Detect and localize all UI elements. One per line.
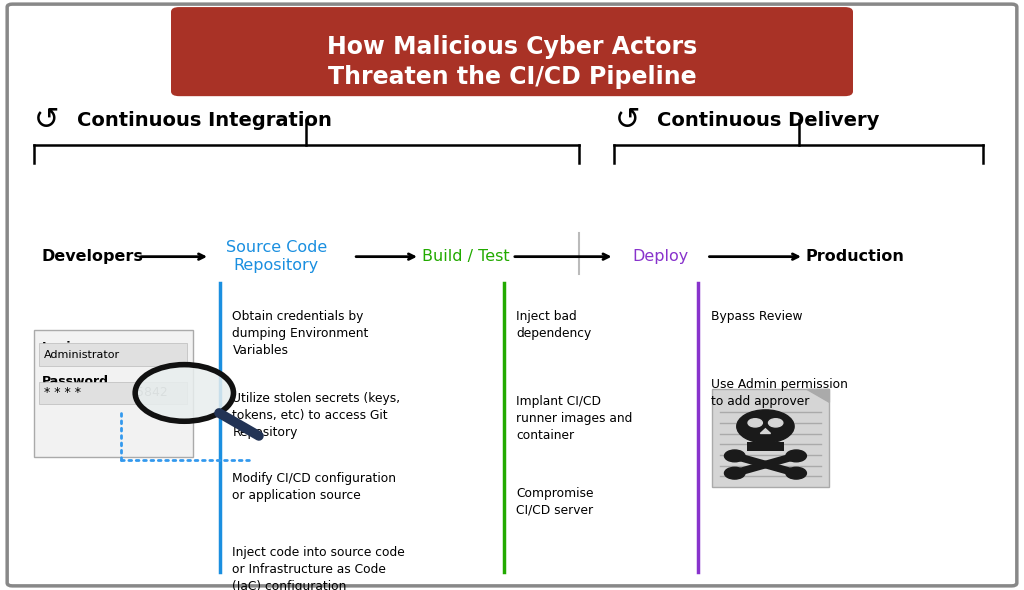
Text: Bypass Review: Bypass Review [711,310,802,323]
Circle shape [724,450,744,462]
Circle shape [135,365,233,421]
FancyBboxPatch shape [34,330,193,457]
Text: Production: Production [806,249,904,264]
FancyBboxPatch shape [712,389,829,487]
Circle shape [724,467,744,479]
FancyBboxPatch shape [171,7,853,96]
Polygon shape [760,429,770,434]
Text: ↺: ↺ [34,106,59,136]
Circle shape [736,410,795,443]
Text: * * * *: * * * * [44,386,81,399]
Text: Inject code into source code
or Infrastructure as Code
(IaC) configuration: Inject code into source code or Infrastr… [232,546,406,590]
Text: Implant CI/CD
runner images and
container: Implant CI/CD runner images and containe… [516,395,633,442]
FancyBboxPatch shape [39,343,187,366]
Polygon shape [807,389,829,402]
Circle shape [786,450,807,462]
Text: Developers: Developers [41,249,143,264]
Text: How Malicious Cyber Actors: How Malicious Cyber Actors [327,35,697,59]
Text: Continuous Delivery: Continuous Delivery [657,112,880,130]
Text: Build / Test: Build / Test [422,249,510,264]
Text: ↺: ↺ [614,106,640,136]
Text: Administrator: Administrator [44,350,120,359]
Text: Threaten the CI/CD Pipeline: Threaten the CI/CD Pipeline [328,65,696,88]
FancyBboxPatch shape [7,4,1017,586]
Circle shape [748,419,762,427]
Text: Source Code
Repository: Source Code Repository [226,240,327,273]
Text: Inject bad
dependency: Inject bad dependency [516,310,591,340]
Text: Deploy: Deploy [633,249,688,264]
Text: Password: Password [42,375,109,388]
Text: Login: Login [42,341,80,354]
Text: Compromise
CI/CD server: Compromise CI/CD server [516,487,594,517]
Text: 5842: 5842 [136,386,168,399]
Text: Use Admin permission
to add approver: Use Admin permission to add approver [711,378,848,408]
Text: Obtain credentials by
dumping Environment
Variables: Obtain credentials by dumping Environmen… [232,310,369,357]
FancyBboxPatch shape [746,442,784,451]
Circle shape [786,467,807,479]
Text: Continuous Integration: Continuous Integration [77,112,332,130]
Circle shape [768,419,782,427]
Text: Utilize stolen secrets (keys,
tokens, etc) to access Git
Repository: Utilize stolen secrets (keys, tokens, et… [232,392,400,440]
Text: Modify CI/CD configuration
or application source: Modify CI/CD configuration or applicatio… [232,472,396,502]
FancyBboxPatch shape [39,382,187,404]
